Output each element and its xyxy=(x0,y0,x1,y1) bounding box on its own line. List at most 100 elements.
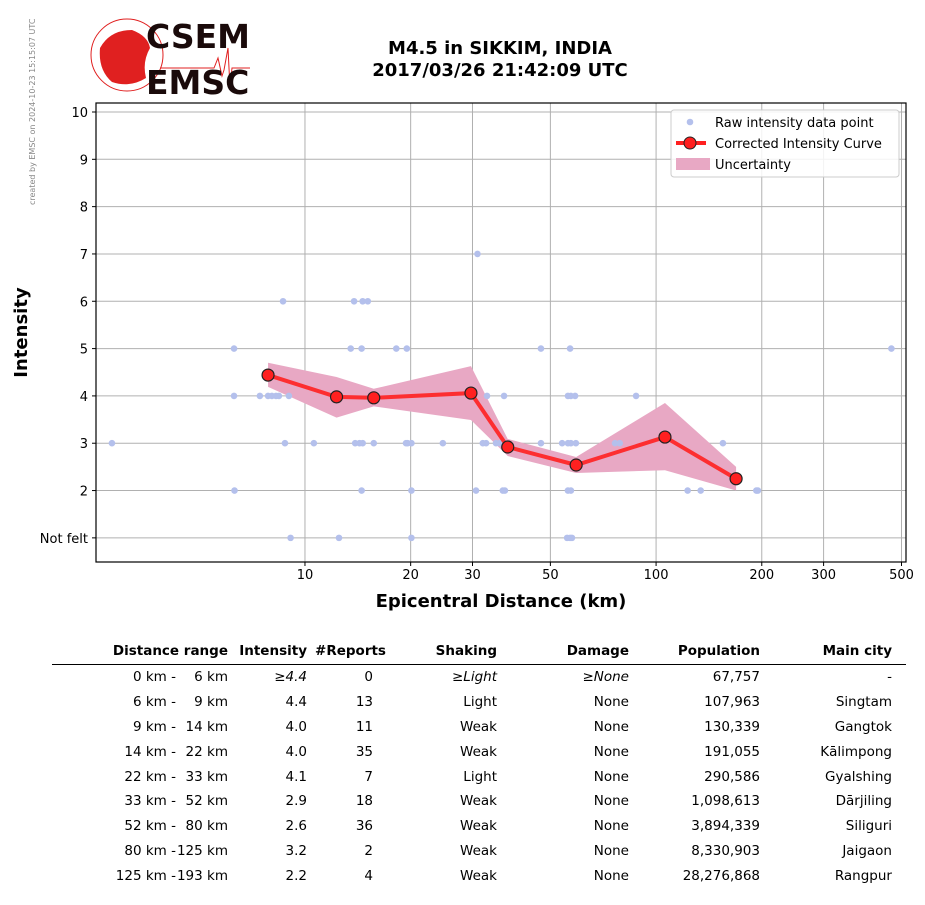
cell-city: Singtam xyxy=(835,694,892,711)
raw-data-point xyxy=(537,345,545,352)
raw-data-point xyxy=(483,392,491,400)
x-tick-label: 100 xyxy=(644,568,669,583)
x-tick-label: 10 xyxy=(297,568,314,583)
cell-intensity: 4.0 xyxy=(285,718,307,735)
raw-data-point xyxy=(558,439,566,447)
table-row: 80 km -125 km 3.2 2 Weak None 8,330,903 Jaigao… xyxy=(52,839,906,864)
cell-range-from: 52 km - xyxy=(124,818,176,835)
col-damage: Damage xyxy=(497,640,629,665)
cell-city: Kālimpong xyxy=(820,743,892,760)
cell-intensity: 4.4 xyxy=(285,694,307,711)
cell-intensity: 2.6 xyxy=(285,818,307,835)
corrected-curve-point xyxy=(729,472,743,486)
y-tick-label: 10 xyxy=(71,106,88,121)
cell-range-to: 52 km xyxy=(185,793,228,810)
cell-damage: None xyxy=(593,842,629,859)
plot-frame xyxy=(95,102,907,563)
cell-range-to: 6 km xyxy=(194,669,228,686)
col-city: Main city xyxy=(760,640,906,665)
cell-range-to: 193 km xyxy=(176,867,228,884)
raw-data-point xyxy=(684,487,691,494)
corrected-curve-point xyxy=(569,458,583,472)
legend-band-label: Uncertainty xyxy=(715,158,791,173)
cell-range-to: 22 km xyxy=(185,743,228,760)
col-distance: Distance range xyxy=(52,640,228,665)
cell-damage: None xyxy=(593,768,629,785)
y-tick-label: 8 xyxy=(80,201,88,216)
table-row: 9 km - 14 km 4.0 11 Weak None 130,339 Gangtok xyxy=(52,715,906,740)
cell-damage: None xyxy=(593,694,629,711)
emsc-logo: CSEM EMSC xyxy=(90,18,250,100)
uncertainty-band xyxy=(268,362,737,491)
x-axis-label: Epicentral Distance (km) xyxy=(376,591,627,612)
cell-city: Rangpur xyxy=(834,867,892,884)
y-tick-label: 4 xyxy=(80,390,88,405)
legend-band-swatch xyxy=(676,158,710,170)
y-tick-label: 3 xyxy=(80,437,88,452)
cell-range-to: 125 km xyxy=(176,842,228,859)
x-tick-label: 200 xyxy=(749,568,774,583)
raw-data-point xyxy=(566,345,574,352)
y-tick-label: 6 xyxy=(80,295,88,310)
raw-data-point xyxy=(482,439,490,447)
y-tick-label: 9 xyxy=(80,153,88,168)
globe-icon xyxy=(99,30,150,85)
table-row: 33 km - 52 km 2.9 18 Weak None 1,098,613 Dārjil… xyxy=(52,789,906,814)
y-tick-label: 7 xyxy=(80,248,88,263)
raw-data-point xyxy=(230,392,238,400)
raw-data-point xyxy=(632,392,640,400)
cell-reports: 18 xyxy=(355,793,373,810)
raw-data-point xyxy=(256,392,264,400)
cell-reports: 13 xyxy=(355,694,373,711)
cell-intensity: 4.0 xyxy=(285,743,307,760)
cell-reports: 7 xyxy=(364,768,373,785)
legend-curve-marker xyxy=(683,136,697,150)
legend-raw-label: Raw intensity data point xyxy=(715,116,874,131)
raw-data-point xyxy=(335,534,343,542)
table-row: 14 km - 22 km 4.0 35 Weak None 191,055 Kālimpon… xyxy=(52,739,906,764)
cell-range-from: 33 km - xyxy=(124,793,176,810)
raw-data-point xyxy=(408,439,415,447)
cell-city: Jaigaon xyxy=(842,842,892,859)
cell-population: 28,276,868 xyxy=(682,867,760,884)
raw-data-point xyxy=(370,439,378,447)
raw-data-point xyxy=(568,534,576,542)
cell-intensity: ≥4.4 xyxy=(274,669,307,686)
raw-data-point xyxy=(310,439,318,447)
cell-reports: 36 xyxy=(355,818,373,835)
raw-data-point xyxy=(537,439,545,447)
raw-data-point xyxy=(359,439,366,447)
raw-data-point xyxy=(281,439,289,447)
raw-data-point xyxy=(697,487,705,494)
cell-reports: 11 xyxy=(355,718,373,735)
cell-shaking: Light xyxy=(463,694,497,711)
cell-range-to: 9 km xyxy=(194,694,228,711)
raw-data-point xyxy=(392,345,400,352)
raw-data-point xyxy=(275,392,283,400)
table-row: 52 km - 80 km 2.6 36 Weak None 3,894,339 Siligu… xyxy=(52,814,906,839)
raw-data-point xyxy=(572,439,580,447)
cell-population: 67,757 xyxy=(712,669,760,686)
svg-text:CSEM: CSEM xyxy=(146,18,250,56)
intensity-chart: 10 20 30 50 100 200 300 500 Not felt 2 3 4 5 6 7 8 9 10 Ep… xyxy=(11,102,914,612)
raw-data-point xyxy=(474,250,481,258)
raw-data-point xyxy=(408,534,415,542)
cell-city: Siliguri xyxy=(845,818,892,835)
cell-population: 130,339 xyxy=(704,718,760,735)
cell-shaking: Weak xyxy=(460,718,497,735)
cell-population: 3,894,339 xyxy=(691,818,760,835)
cell-shaking: Light xyxy=(463,768,497,785)
x-tick-label: 50 xyxy=(542,568,559,583)
cell-reports: 2 xyxy=(364,842,373,859)
cell-shaking: Weak xyxy=(460,793,497,810)
cell-intensity: 3.2 xyxy=(285,842,307,859)
corrected-curve-point xyxy=(261,368,275,382)
corrected-curve-point xyxy=(464,386,478,400)
cell-damage: None xyxy=(593,718,629,735)
corrected-curve-point xyxy=(367,391,381,405)
legend-raw-marker xyxy=(686,118,694,126)
cell-range-from: 9 km - xyxy=(132,718,176,735)
cell-city: Gangtok xyxy=(834,718,892,735)
cell-shaking: Weak xyxy=(460,818,497,835)
cell-range-to: 33 km xyxy=(185,768,228,785)
